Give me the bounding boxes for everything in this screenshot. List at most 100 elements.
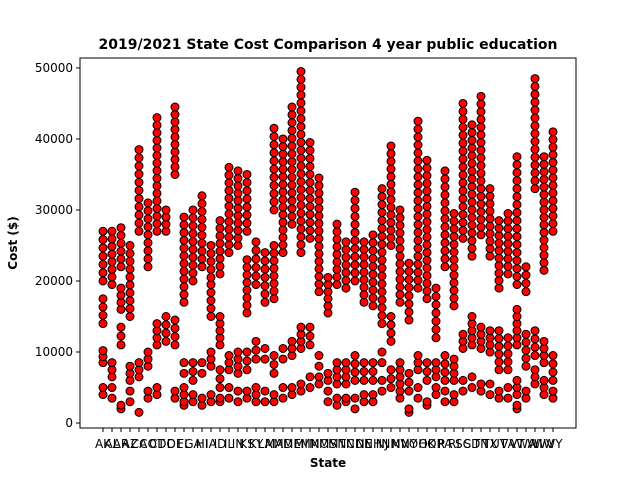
point-ar-1-0 [116,340,126,350]
point-ok-1-0 [422,375,432,385]
point-mn-2-8 [305,169,315,179]
point-nc-2-4 [341,252,351,262]
point-wi-2-3 [530,160,540,170]
point-nd-2-6 [350,228,360,238]
point-ok-2-7 [422,240,432,250]
point-nm-2-4 [386,210,396,220]
point-ri-2-5 [449,262,459,272]
point-va-1-4 [503,333,513,343]
point-hi-1-0 [197,368,207,378]
point-ne-2-1 [359,290,369,300]
point-wv-2-13 [539,167,549,177]
point-mi-2-19 [296,98,306,108]
point-mi-2-21 [296,82,306,92]
point-ia-3-2 [206,256,216,266]
point-nj-2-14 [377,207,387,217]
point-ca-2-9 [134,153,144,163]
point-md-2-6 [278,202,288,212]
point-sd-2-11 [467,166,477,176]
point-ak-2-1 [98,310,108,320]
point-ut-2-3 [494,261,504,271]
x-tick-label-me: ME [283,437,301,451]
point-nj-2-16 [377,192,387,202]
point-nj-2-3 [377,295,387,305]
point-ca-2-7 [134,169,144,179]
point-mn-2-11 [305,146,315,155]
point-ks-1-1 [242,356,252,366]
point-nj-2-5 [377,279,387,289]
point-il-0-1 [224,383,234,393]
x-axis: AKALARAZCACOCTDCDEFLGAHIIAIDILINKSKYLAMA… [95,428,563,451]
point-al-2-1 [107,272,117,282]
point-vt-3-11 [512,192,522,202]
point-tn-2-8 [476,168,486,178]
y-tick-label-5: 50000 [35,61,73,75]
point-mt-2-8 [332,219,342,229]
point-co-2-2 [143,246,153,256]
point-ut-2-5 [494,246,504,256]
point-co-2-3 [143,238,153,248]
point-la-2-0 [260,297,270,307]
point-md-0-1 [278,383,288,393]
point-ks-3-4 [242,194,252,204]
point-mn-1-2 [305,322,315,332]
point-id-1-0 [215,383,225,393]
chart-title: 2019/2021 State Cost Comparison 4 year p… [99,37,558,53]
point-ma-2-6 [269,248,279,258]
point-nm-2-6 [386,195,396,205]
point-ma-3-10 [269,123,279,133]
point-de-0-1 [170,386,180,396]
point-pa-2-6 [440,214,450,224]
point-tn-2-17 [476,99,486,109]
point-mi-2-1 [296,240,306,250]
point-vt-3-6 [512,232,522,242]
point-tx-2-0 [485,251,495,261]
point-vt-3-2 [512,264,522,274]
point-nd-2-2 [350,260,360,270]
point-oh-2-20 [413,124,423,134]
point-ma-1-1 [269,359,279,369]
point-mn-0-0 [305,383,315,393]
point-nm-2-13 [386,141,396,151]
point-ri-2-7 [449,247,459,257]
point-ut-1-5 [494,326,504,336]
point-ma-3-4 [269,172,279,182]
point-ct-1-3 [152,319,162,329]
point-ak-2-0 [98,319,108,329]
point-ct-2-9 [152,158,162,168]
point-az-2-4 [125,280,135,290]
point-tn-2-6 [476,184,486,194]
point-mi-2-17 [296,114,306,124]
y-axis-label: Cost ($) [6,216,20,269]
point-pa-2-3 [440,238,450,248]
point-wy-1-3 [548,351,558,361]
point-wi-2-13 [530,81,540,91]
point-nj-2-9 [377,247,387,257]
point-wv-2-6 [539,220,549,230]
point-mt-2-4 [332,249,342,259]
point-nh-2-4 [368,269,378,279]
point-co-0-1 [143,386,153,396]
point-sc-2-0 [458,233,468,243]
point-tn-2-7 [476,176,486,186]
point-ut-2-0 [494,283,504,293]
point-or-2-5 [431,291,441,301]
point-wy-2-12 [548,135,558,145]
point-mn-2-9 [305,161,315,171]
point-in-0-0 [233,397,243,407]
x-tick-label-va: VA [500,437,516,451]
point-ga-2-7 [188,221,198,231]
point-nc-2-1 [341,275,351,285]
point-wv-1-3 [539,336,549,346]
point-nj-2-6 [377,271,387,281]
point-wi-2-10 [530,105,540,115]
x-tick-label-ia: IA [205,437,218,451]
point-ri-2-3 [449,278,459,288]
point-nc-2-5 [341,245,351,255]
x-tick-label-il: IL [224,437,235,451]
x-tick-label-ky: KY [249,437,264,451]
point-ct-2-1 [152,219,162,229]
point-wy-2-0 [548,226,558,236]
point-oh-2-19 [413,132,423,142]
